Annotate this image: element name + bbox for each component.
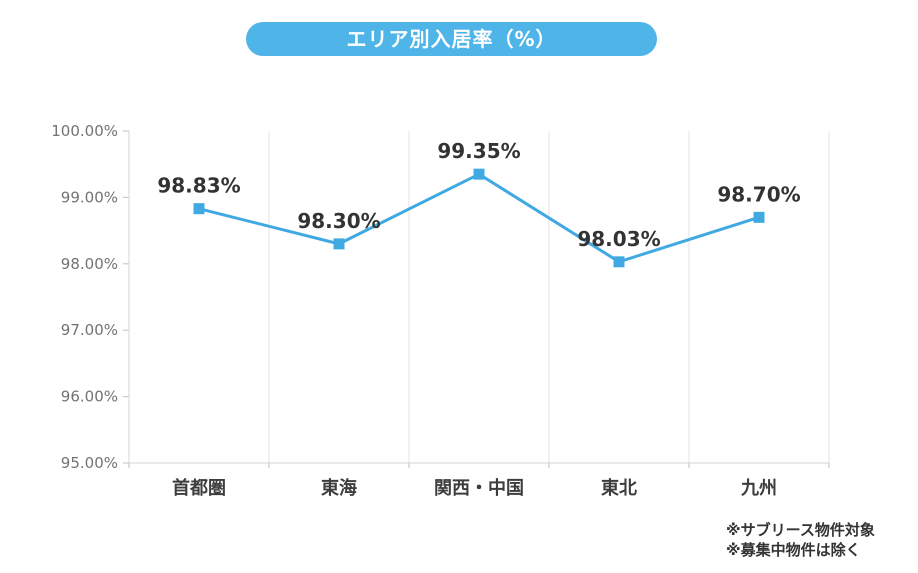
y-axis-label: 99.00% bbox=[61, 188, 118, 206]
category-label: 首都圏 bbox=[172, 477, 226, 499]
data-point-label: 99.35% bbox=[437, 139, 520, 163]
data-point-marker bbox=[333, 238, 345, 250]
data-point-marker bbox=[753, 211, 765, 223]
chart-title-text: エリア別入居率（%） bbox=[346, 27, 557, 51]
category-label: 九州 bbox=[740, 478, 777, 499]
footnote-sublease: ※サブリース物件対象 bbox=[726, 521, 875, 539]
data-point-label: 98.70% bbox=[717, 182, 800, 206]
y-axis-label: 97.00% bbox=[61, 321, 118, 339]
data-point-marker bbox=[613, 256, 625, 268]
chart-title-badge: エリア別入居率（%） bbox=[246, 22, 657, 56]
data-point-label: 98.03% bbox=[577, 227, 660, 251]
y-axis-label: 96.00% bbox=[61, 388, 118, 406]
y-axis-label: 98.00% bbox=[61, 255, 118, 273]
category-label: 関西・中国 bbox=[434, 477, 524, 499]
chart-footnotes: ※サブリース物件対象 ※募集中物件は除く bbox=[726, 520, 875, 560]
category-label: 東北 bbox=[601, 477, 637, 499]
category-label: 東海 bbox=[321, 477, 357, 499]
footnote-excluding: ※募集中物件は除く bbox=[726, 541, 861, 559]
series-line bbox=[197, 172, 761, 264]
data-point-label: 98.30% bbox=[297, 209, 380, 233]
y-axis-label: 95.00% bbox=[61, 454, 118, 472]
data-point-marker bbox=[193, 203, 205, 215]
data-point-label: 98.83% bbox=[157, 174, 240, 198]
data-point-marker bbox=[473, 168, 485, 180]
y-axis-label: 100.00% bbox=[51, 122, 118, 140]
